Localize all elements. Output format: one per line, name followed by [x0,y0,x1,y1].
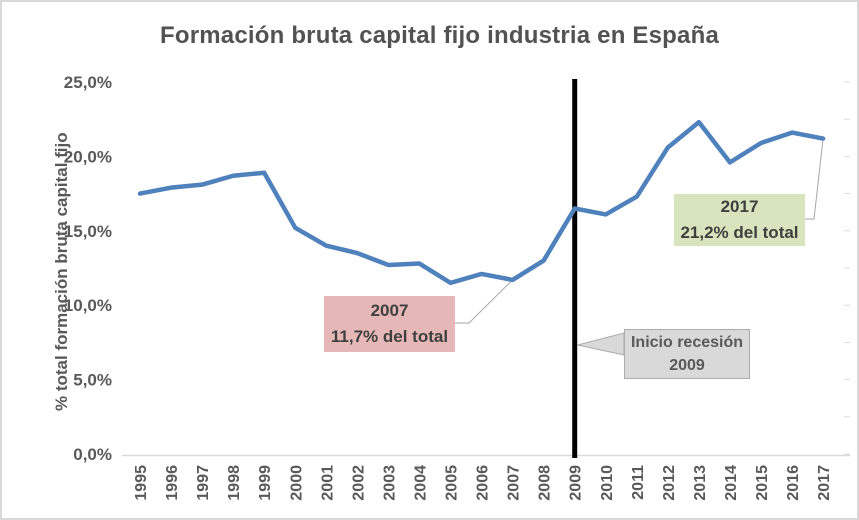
callout-2017-leader-line [805,138,824,220]
x-tick-label: 2015 [754,465,771,501]
x-tick-label: 2016 [785,465,802,501]
x-tick-label: 2005 [444,465,461,501]
x-tick-label: 1999 [257,465,274,501]
x-tick-label: 1995 [133,465,150,501]
x-tick-label: 2012 [661,465,678,501]
callout-recession-year: 2009 [669,357,705,374]
x-tick-label: 2002 [350,465,367,501]
callout-2007-value: 11,7% del total [330,327,449,346]
x-tick-label: 2014 [723,465,740,501]
y-tick-label: 25,0% [64,73,112,92]
x-tick-label: 2004 [412,465,429,501]
y-tick-label: 20,0% [64,147,112,166]
callout-2007-leader-line [455,279,513,324]
x-tick-label: 1997 [195,465,212,501]
x-tick-label: 2000 [288,465,305,501]
callout-2017: 2017 21,2% del total [674,194,805,246]
x-tick-label: 2009 [568,465,585,501]
y-tick-label: 10,0% [64,296,112,315]
x-tick-label: 2010 [599,465,616,501]
callout-recession-label: Inicio recesión [630,334,744,351]
x-tick-label: 2003 [381,465,398,501]
x-tick-label: 2011 [630,465,647,500]
x-tick-label: 2001 [319,465,336,501]
callout-2017-year: 2017 [720,197,759,216]
x-tick-label: 2013 [692,465,709,501]
callout-2017-value: 21,2% del total [680,223,799,242]
y-tick-label: 0,0% [73,445,112,464]
x-tick-label: 2008 [537,465,554,501]
x-tick-label: 2006 [475,465,492,501]
x-tick-label: 1998 [226,465,243,501]
series-line [137,119,826,286]
y-tick-label: 5,0% [73,371,112,390]
callout-2007: 2007 11,7% del total [324,296,455,352]
callout-recession-pointer [577,332,625,356]
x-tick-label: 2017 [816,465,833,501]
callout-recession: Inicio recesión 2009 [624,329,750,379]
chart-title: Formación bruta capital fijo industria e… [159,22,720,49]
x-tick-label: 2007 [506,465,523,501]
callout-2007-year: 2007 [370,301,409,320]
y-tick-label: 15,0% [64,222,112,241]
x-tick-label: 1996 [164,465,181,501]
